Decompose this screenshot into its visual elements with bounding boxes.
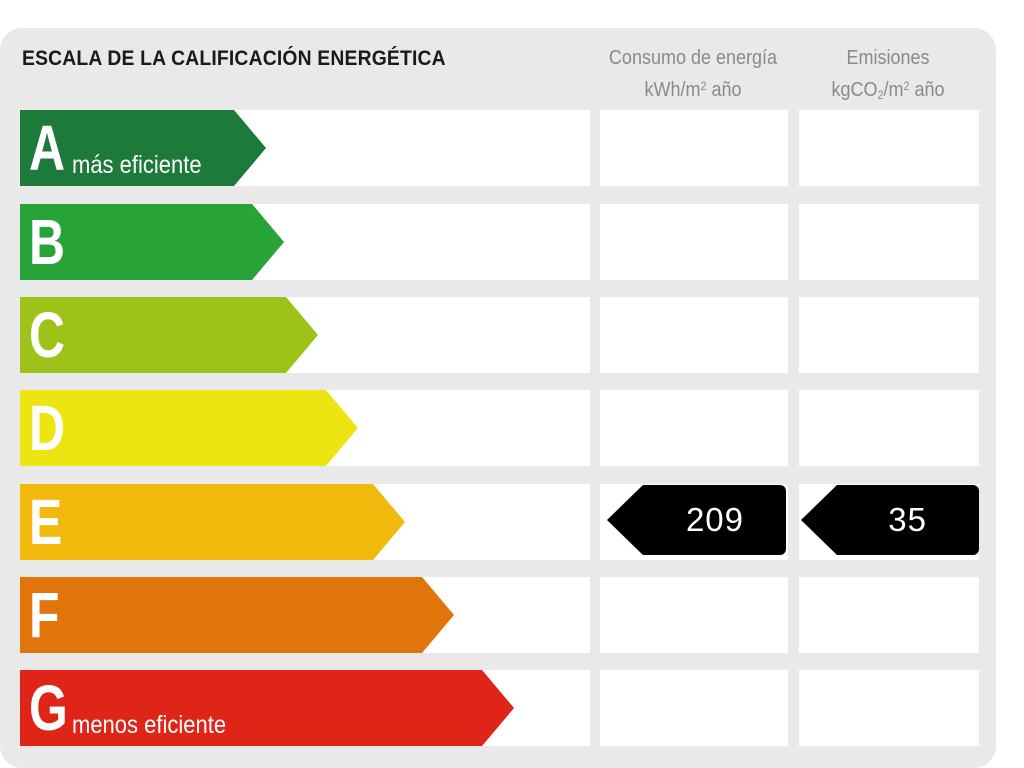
rating-sublabel-g: menos eficiente <box>72 711 227 739</box>
page-title: ESCALA DE LA CALIFICACIÓN ENERGÉTICA <box>22 47 446 70</box>
consumo-header-label: Consumo de energía <box>608 47 778 69</box>
emisiones-cell-f <box>799 577 979 653</box>
consumo-value-marker: 209 <box>607 485 786 555</box>
rating-letter-d: D <box>29 392 66 464</box>
rating-arrow-e: E <box>20 484 405 560</box>
consumo-cell-f <box>600 577 788 653</box>
rating-letter-c: C <box>29 299 66 371</box>
column-header-consumo: Consumo de energía kWh/m2 año <box>608 44 779 104</box>
rating-arrow-c: C <box>20 297 318 373</box>
rating-arrow-b: B <box>20 204 284 280</box>
rating-sublabel-a: más eficiente <box>72 151 202 179</box>
rating-letter-g: G <box>29 672 68 744</box>
emisiones-cell-d <box>799 390 979 466</box>
consumo-cell-d <box>600 390 788 466</box>
emisiones-value-marker: 35 <box>801 485 979 555</box>
emisiones-header-label: Emisiones <box>846 47 930 69</box>
consumo-header-unit: kWh/m2 año <box>644 79 742 101</box>
emisiones-header-unit: kgCO2/m2 año <box>831 79 945 102</box>
consumo-cell-a <box>600 110 788 186</box>
consumo-cell-c <box>600 297 788 373</box>
emisiones-value: 35 <box>888 501 927 538</box>
rating-letter-a: A <box>29 112 66 184</box>
emisiones-cell-g <box>799 670 979 746</box>
rating-letter-e: E <box>29 486 63 558</box>
consumo-cell-b <box>600 204 788 280</box>
rating-arrow-f: F <box>20 577 454 653</box>
emisiones-cell-b <box>799 204 979 280</box>
column-header-emisiones: Emisiones kgCO2/m2 año <box>807 44 969 109</box>
emisiones-cell-a <box>799 110 979 186</box>
consumo-cell-g <box>600 670 788 746</box>
rating-letter-f: F <box>29 579 60 651</box>
emisiones-cell-c <box>799 297 979 373</box>
rating-letter-b: B <box>29 206 66 278</box>
consumo-value: 209 <box>685 501 744 538</box>
rating-arrow-d: D <box>20 390 358 466</box>
